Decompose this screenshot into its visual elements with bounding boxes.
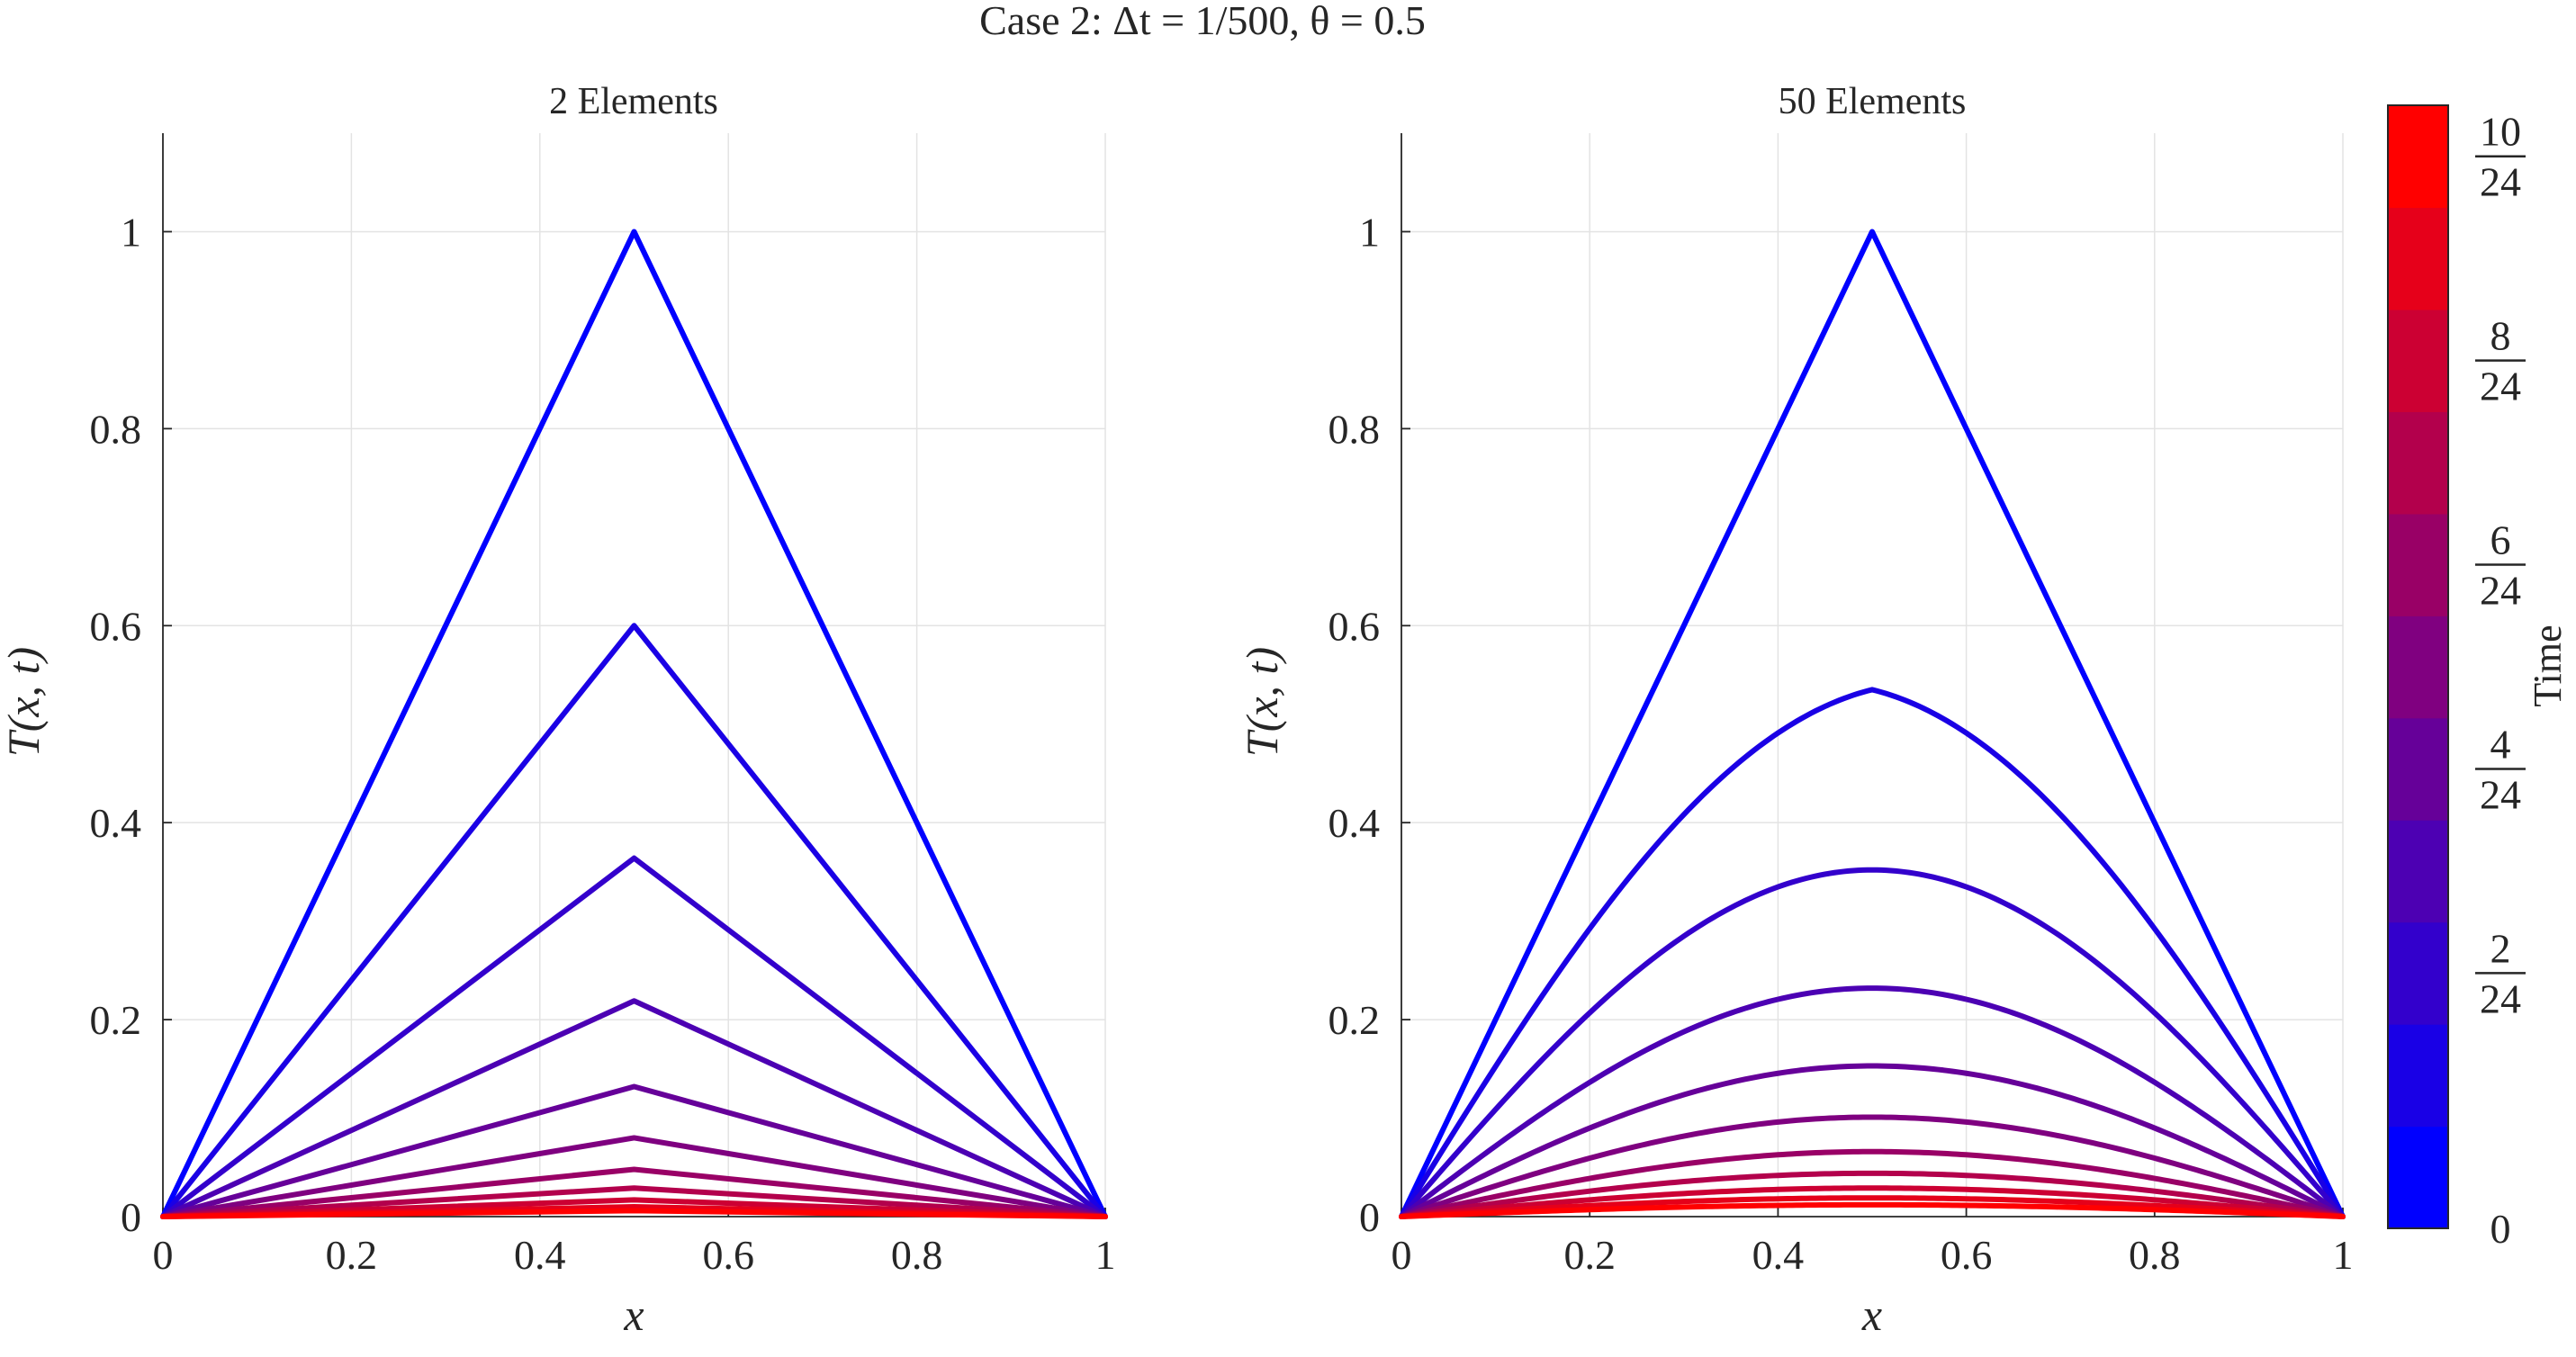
x-tick-label: 0 xyxy=(153,1232,174,1278)
y-tick-label: 1 xyxy=(121,209,141,255)
series-line-1 xyxy=(1399,687,2346,1219)
x-tick-label: 0.6 xyxy=(702,1232,754,1278)
colorbar-swatch xyxy=(2388,616,2448,719)
x-axis-label: x xyxy=(623,1290,644,1340)
series-line-0 xyxy=(160,229,1108,1219)
colorbar-label: Time xyxy=(2526,625,2570,706)
y-tick-label: 0.6 xyxy=(1329,603,1381,649)
series-line-1 xyxy=(160,623,1108,1219)
panel-title: 50 Elements xyxy=(1779,81,1967,122)
series-line-10 xyxy=(160,1208,1108,1219)
series-line-6 xyxy=(1399,1148,2346,1219)
svg-text:2: 2 xyxy=(2490,925,2511,971)
colorbar-swatch xyxy=(2388,1024,2448,1128)
series-line-7 xyxy=(1399,1170,2346,1219)
series-line-4 xyxy=(160,1083,1108,1219)
series-line-0 xyxy=(1399,229,2346,1219)
colorbar-tick-label: 0 xyxy=(2490,1206,2511,1252)
colorbar-tick-label: 824 xyxy=(2475,313,2526,409)
series-line-9 xyxy=(1399,1195,2346,1219)
svg-text:24: 24 xyxy=(2480,568,2521,614)
x-tick-label: 0.2 xyxy=(326,1232,378,1278)
series-line-5 xyxy=(160,1135,1108,1219)
colorbar-outline xyxy=(2387,104,2449,1229)
colorbar-swatch xyxy=(2388,207,2448,310)
x-tick-label: 0.2 xyxy=(1563,1232,1616,1278)
series-line-8 xyxy=(1399,1185,2346,1219)
series-line-6 xyxy=(160,1166,1108,1219)
panel-title: 2 Elements xyxy=(549,81,718,122)
series-line-7 xyxy=(160,1185,1108,1219)
colorbar-swatch xyxy=(2388,921,2448,1025)
colorbar-swatch xyxy=(2388,105,2448,209)
y-tick-label: 0.2 xyxy=(90,997,142,1043)
y-tick-label: 0.2 xyxy=(1329,997,1381,1043)
svg-text:8: 8 xyxy=(2490,313,2511,359)
series-group xyxy=(160,229,1108,1219)
y-tick-label: 1 xyxy=(1359,209,1380,255)
series-line-2 xyxy=(160,855,1108,1219)
svg-text:24: 24 xyxy=(2480,159,2521,205)
x-tick-label: 1 xyxy=(2333,1232,2354,1278)
colorbar-tick-label: 424 xyxy=(2475,721,2526,817)
x-axis-label: x xyxy=(1861,1290,1882,1340)
y-axis-label: T(x, t) xyxy=(1237,647,1287,757)
x-tick-label: 0.6 xyxy=(1941,1232,1993,1278)
figure-suptitle: Case 2: Δt = 1/500, θ = 0.5 xyxy=(979,0,1426,43)
svg-text:6: 6 xyxy=(2490,517,2511,563)
plot-panel-2-elements: 0 0.2 0.4 0.6 0.8 1 0 0.2 0.4 0.6 0.8 1 2 Elements x T… xyxy=(0,81,1116,1340)
svg-text:24: 24 xyxy=(2480,771,2521,817)
y-axis-label: T(x, t) xyxy=(0,647,49,757)
series-line-10 xyxy=(1399,1201,2346,1219)
series-line-5 xyxy=(1399,1114,2346,1219)
y-tick-label: 0.4 xyxy=(90,800,142,846)
plot-panel-50-elements: 0 0.2 0.4 0.6 0.8 1 0 0.2 0.4 0.6 0.8 1 50 Elements x… xyxy=(1237,81,2354,1340)
x-tick-label: 0.4 xyxy=(1752,1232,1805,1278)
series-line-3 xyxy=(160,998,1108,1219)
x-tick-label: 1 xyxy=(1095,1232,1116,1278)
y-tick-label: 0 xyxy=(1359,1194,1380,1240)
series-line-2 xyxy=(1399,867,2346,1219)
series-line-3 xyxy=(1399,985,2346,1219)
colorbar-tick-label: 224 xyxy=(2475,925,2526,1021)
colorbar-swatch xyxy=(2388,309,2448,412)
colorbar-swatch xyxy=(2388,1126,2448,1229)
x-tick-label: 0.8 xyxy=(2129,1232,2181,1278)
y-tick-label: 0.8 xyxy=(90,406,142,452)
svg-text:4: 4 xyxy=(2490,721,2511,767)
colorbar-swatch xyxy=(2388,513,2448,616)
y-tick-label: 0.8 xyxy=(1329,406,1381,452)
y-tick-label: 0 xyxy=(121,1194,141,1240)
colorbar-tick-label: 624 xyxy=(2475,517,2526,614)
colorbar-swatch xyxy=(2388,717,2448,821)
svg-text:10: 10 xyxy=(2480,109,2521,155)
x-tick-label: 0.8 xyxy=(891,1232,943,1278)
svg-text:0: 0 xyxy=(2490,1206,2511,1252)
y-tick-label: 0.4 xyxy=(1329,800,1381,846)
series-line-4 xyxy=(1399,1063,2346,1219)
x-tick-label: 0 xyxy=(1392,1232,1412,1278)
y-tick-label: 0.6 xyxy=(90,603,142,649)
x-tick-label: 0.4 xyxy=(514,1232,566,1278)
colorbar-swatch xyxy=(2388,411,2448,515)
series-group xyxy=(1399,229,2346,1219)
colorbar-swatch xyxy=(2388,820,2448,923)
svg-text:24: 24 xyxy=(2480,364,2521,409)
svg-text:24: 24 xyxy=(2480,975,2521,1021)
